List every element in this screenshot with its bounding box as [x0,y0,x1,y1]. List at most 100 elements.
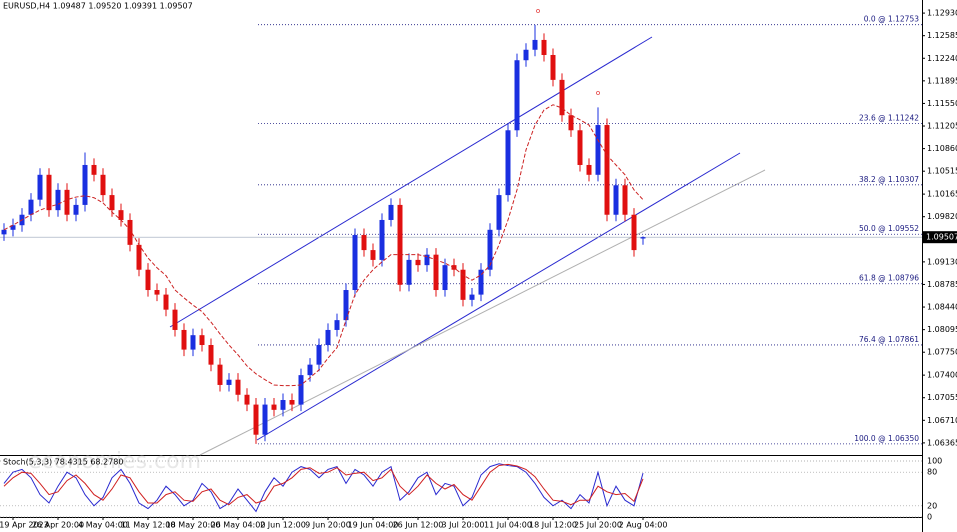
candle-body [244,394,250,405]
candle-body [82,164,88,205]
candle-body [289,400,295,405]
candle-body [64,189,70,215]
channel-upper [169,36,653,328]
y-tick-label: 1.10515 [927,167,957,176]
candle-body [622,185,628,215]
x-tick-label: 26 May 04:00 [211,521,266,530]
candle-body [262,404,268,435]
candle-body [208,345,214,365]
candle-body [559,79,565,116]
x-tick-label: 3 Jul 20:00 [442,521,485,530]
candle-body [235,379,241,395]
candle-body [307,364,313,376]
fib-label: 61.8 @ 1.08796 [859,274,919,283]
x-tick-label: 11 Jul 04:00 [484,521,532,530]
candle-body [298,375,304,405]
candle-body [550,54,556,80]
x-tick-label: 2 Jun 12:00 [260,521,306,530]
candle-body [415,259,421,266]
candle-body [1,229,7,235]
candle-body [343,290,349,321]
y-tick-label: 1.10860 [927,144,957,153]
stoch-tick-label: 0 [927,513,932,522]
candle-body [478,269,484,295]
indicator-title: Stoch(5,3,3) 78.4315 68.2780 [3,458,123,467]
x-tick-label: 26 Jun 12:00 [393,521,444,530]
channel-lower [256,152,741,441]
candle-body [163,294,169,310]
candle-body [226,379,232,385]
candle-body [469,294,475,300]
candle-body [568,115,574,131]
moving-average [3,104,644,387]
fib-label: 38.2 @ 1.10307 [859,175,919,184]
x-tick-label: 18 Jul 12:00 [529,521,577,530]
candle-body [604,125,610,215]
y-tick-label: 1.09820 [927,212,957,221]
candle-body [271,404,277,410]
x-tick-label: 2 Aug 04:00 [619,521,668,530]
trend-line [199,169,766,456]
fib-label: 50.0 @ 1.09552 [859,224,919,233]
x-tick-label: 19 Apr 2023 [0,521,49,530]
candle-body [325,329,331,346]
stoch-tick-label: 100 [927,457,942,466]
candle-body [127,219,133,245]
candle-body [595,125,601,175]
candle-body [496,195,502,230]
candle-body [10,225,16,230]
x-tick-label: 4 May 04:00 [78,521,128,530]
candle-body [136,244,142,270]
y-tick-label: 1.11895 [927,76,957,85]
candle-body [316,345,322,365]
candle-body [190,335,196,350]
candle-body [406,259,412,285]
candle-body [460,269,466,300]
chart-title: EURUSD,H4 1.09487 1.09520 1.09391 1.0950… [3,2,193,11]
y-tick-label: 1.12930 [927,9,957,18]
candle-body [577,130,583,165]
x-tick-label: 26 Apr 20:00 [32,521,84,530]
candle-body [55,189,61,211]
x-tick-label: 9 Jun 20:00 [305,521,351,530]
fractal-marker: o [536,7,540,15]
y-tick-label: 1.07750 [927,348,957,357]
candle-body [442,265,448,291]
candle-body [613,185,619,215]
candle-body [172,309,178,330]
candle-body [91,164,97,175]
y-tick-label: 1.11550 [927,99,957,108]
candle-body [46,174,52,211]
candle-body [100,174,106,196]
x-tick-label: 25 Jul 20:00 [574,521,622,530]
x-tick-label: 11 May 12:00 [121,521,176,530]
candle-body [397,204,403,285]
candle-body [631,214,637,251]
candle-body [73,204,79,215]
y-tick-label: 1.07400 [927,371,957,380]
candle-body [145,269,151,291]
candle-body [334,320,340,330]
stoch-line [3,463,644,513]
candle-body [280,400,286,410]
candle-body [586,164,592,175]
fib-label: 23.6 @ 1.11242 [859,114,919,123]
candle-body [388,204,394,220]
candle-body [37,174,43,200]
candle-body [199,335,205,346]
y-tick-label: 1.06710 [927,416,957,425]
candle-body [433,254,439,291]
x-tick-label: 19 Jun 04:00 [348,521,399,530]
candle-body [28,199,34,215]
stoch-tick-label: 80 [927,468,937,477]
candle-body [361,235,367,251]
y-tick-label: 1.08785 [927,280,957,289]
current-price-label: 1.09507 [926,233,957,242]
candle-body [109,195,115,211]
y-tick-label: 1.10165 [927,190,957,199]
y-tick-label: 1.07055 [927,393,957,402]
candle-body [370,250,376,260]
fractal-marker: o [596,89,600,97]
candle-body [523,49,529,61]
